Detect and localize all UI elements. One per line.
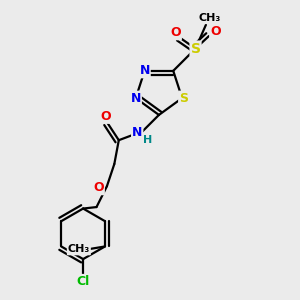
Text: Cl: Cl (76, 275, 90, 288)
Text: CH₃: CH₃ (68, 244, 90, 254)
Text: N: N (140, 64, 150, 77)
Text: O: O (210, 25, 221, 38)
Text: O: O (93, 181, 104, 194)
Text: N: N (130, 92, 141, 105)
Text: N: N (132, 126, 142, 139)
Text: H: H (143, 135, 152, 145)
Text: O: O (101, 110, 111, 123)
Text: S: S (179, 92, 188, 105)
Text: CH₃: CH₃ (198, 13, 220, 23)
Text: S: S (190, 41, 200, 56)
Text: O: O (170, 26, 181, 39)
